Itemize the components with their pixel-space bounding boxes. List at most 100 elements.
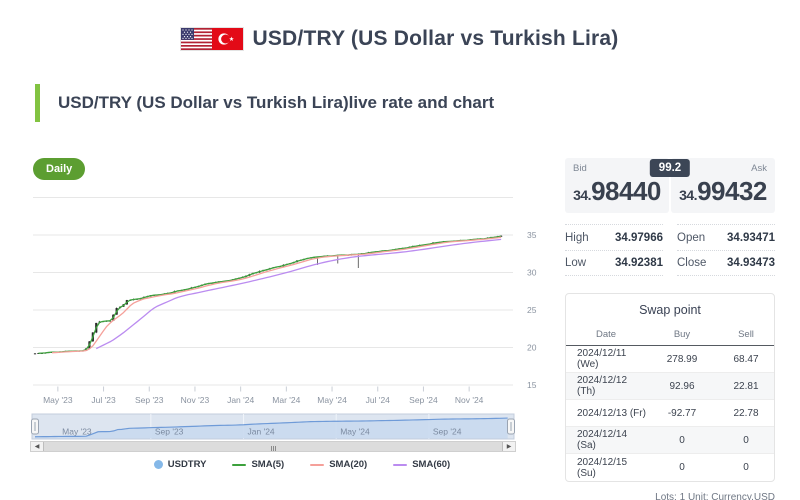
swap-sell: 22.78	[733, 407, 759, 419]
svg-text:Sep '24: Sep '24	[433, 427, 462, 437]
legend-item-usdtry[interactable]: USDTRY	[153, 459, 207, 470]
legend-item-sma5[interactable]: SMA(5)	[232, 459, 284, 470]
low-value: 34.92381	[615, 257, 663, 269]
swap-date: 2024/12/15 (Su)	[577, 456, 628, 479]
range-navigator[interactable]: May '23 Sep '23 Jan '24 May '24 Sep '24	[30, 413, 516, 440]
svg-text:Jan '24: Jan '24	[248, 427, 275, 437]
flag-pair	[181, 28, 244, 50]
swap-sell: 0	[743, 462, 749, 473]
svg-text:May '24: May '24	[317, 395, 347, 405]
swap-table-body: 2024/12/11 (We) 278.99 68.47 2024/12/12 …	[566, 346, 774, 481]
main-content: Daily 35 30 25 20 15 May '23 Jul '23 Sep '23 Nov…	[30, 158, 800, 500]
scroll-left-arrow-icon[interactable]: ◀	[31, 442, 43, 451]
close-value: 34.93473	[727, 257, 775, 269]
accent-bar	[35, 84, 40, 122]
swap-title: Swap point	[639, 303, 701, 317]
spread-badge: 99.2	[649, 159, 691, 177]
page-title: USD/TRY (US Dollar vs Turkish Lira)	[252, 27, 619, 50]
swap-sell: 68.47	[733, 353, 759, 365]
section-title: USD/TRY (US Dollar vs Turkish Lira)live …	[58, 93, 495, 112]
svg-text:Jul '24: Jul '24	[366, 395, 391, 405]
swap-header-row: Date Buy Sell	[566, 324, 774, 346]
legend-label: SMA(20)	[329, 459, 368, 470]
svg-text:30: 30	[527, 268, 537, 278]
low-row: Low 34.92381	[565, 250, 663, 276]
price-chart[interactable]: 35 30 25 20 15 May '23 Jul '23 Sep '23 Nov '23 Ja…	[30, 193, 550, 408]
swap-col-date: Date	[595, 329, 617, 340]
quote-panel: Bid 34.98440 Ask 34.99432 99.2 High 34.9…	[565, 158, 775, 500]
series-dot-icon	[153, 460, 163, 469]
series-line-icon	[232, 463, 247, 466]
swap-buy: 278.99	[666, 353, 698, 365]
svg-text:Jan '24: Jan '24	[227, 395, 254, 405]
close-row: Close 34.93473	[677, 250, 775, 276]
svg-text:Jul '23: Jul '23	[91, 395, 116, 405]
open-value: 34.93471	[727, 231, 775, 244]
swap-col-sell: Sell	[738, 329, 754, 340]
navigator-handle[interactable]	[31, 418, 39, 435]
swap-date: 2024/12/12 (Th)	[577, 375, 628, 397]
svg-text:Sep '23: Sep '23	[155, 427, 184, 437]
legend-item-sma60[interactable]: SMA(60)	[393, 459, 450, 470]
table-row: 2024/12/12 (Th) 92.96 22.81	[566, 373, 774, 400]
high-row: High 34.97966	[565, 224, 663, 250]
scroll-right-arrow-icon[interactable]: ▶	[503, 442, 515, 451]
low-label: Low	[565, 257, 587, 269]
svg-text:Nov '23: Nov '23	[181, 395, 210, 405]
table-row: 2024/12/13 (Fr) -92.77 22.78	[566, 400, 774, 427]
swap-sell: 22.81	[733, 380, 759, 392]
svg-text:Nov '24: Nov '24	[455, 395, 484, 405]
ask-price: 34.99432	[679, 176, 767, 206]
swap-sell: 0	[743, 434, 749, 446]
svg-text:May '23: May '23	[43, 395, 73, 405]
svg-text:May '23: May '23	[62, 427, 92, 437]
open-label: Open	[677, 231, 706, 244]
svg-text:Sep '23: Sep '23	[135, 395, 164, 405]
svg-text:Sep '24: Sep '24	[409, 395, 438, 405]
legend-label: SMA(5)	[251, 459, 285, 470]
ask-label: Ask	[751, 163, 767, 174]
high-low-group: High 34.97966 Low 34.92381	[565, 224, 663, 276]
high-label: High	[565, 231, 589, 244]
open-close-group: Open 34.93471 Close 34.93473	[677, 224, 775, 276]
series-line-icon	[310, 463, 325, 466]
svg-text:25: 25	[527, 305, 537, 315]
swap-date: 2024/12/13 (Fr)	[577, 407, 646, 419]
legend-label: USDTRY	[167, 459, 207, 470]
chart-scrollbar[interactable]: ◀ ▶	[30, 441, 516, 452]
us-flag-icon	[181, 28, 213, 50]
swap-date: 2024/12/11 (We)	[577, 348, 627, 370]
page-header: USD/TRY (US Dollar vs Turkish Lira)	[0, 0, 800, 51]
legend-item-sma20[interactable]: SMA(20)	[310, 459, 367, 470]
bid-price: 34.98440	[573, 176, 661, 206]
lots-note: Lots: 1 Unit: Currency.USD	[655, 492, 775, 500]
series-line-icon	[393, 463, 408, 466]
swap-point-card: Swap point Date Buy Sell 2024/12/11 (We)…	[565, 293, 775, 482]
table-row: 2024/12/11 (We) 278.99 68.47	[566, 346, 774, 373]
ohlc-box: High 34.97966 Low 34.92381 Open 34.93471…	[565, 224, 775, 276]
chart-panel: Daily 35 30 25 20 15 May '23 Jul '23 Sep '23 Nov…	[30, 158, 550, 500]
high-value: 34.97966	[615, 231, 663, 244]
interval-daily-button[interactable]: Daily	[33, 158, 86, 180]
bid-ask-box: Bid 34.98440 Ask 34.99432 99.2	[565, 158, 775, 213]
svg-text:15: 15	[527, 380, 537, 390]
bid-label: Bid	[573, 163, 587, 174]
open-row: Open 34.93471	[677, 224, 775, 250]
legend-label: SMA(60)	[412, 459, 451, 470]
svg-text:35: 35	[527, 230, 537, 240]
swap-date: 2024/12/14 (Sa)	[577, 429, 628, 451]
svg-text:20: 20	[527, 343, 537, 353]
swap-buy: 0	[679, 434, 685, 446]
swap-buy: 92.96	[669, 380, 695, 392]
section-heading: USD/TRY (US Dollar vs Turkish Lira)live …	[35, 84, 800, 122]
svg-text:Mar '24: Mar '24	[272, 395, 300, 405]
chart-legend: USDTRY SMA(5) SMA(20) SMA(60)	[30, 459, 550, 470]
scrollbar-thumb[interactable]	[43, 442, 503, 451]
table-row: 2024/12/15 (Su) 0 0	[566, 454, 774, 481]
navigator-handle[interactable]	[507, 418, 515, 435]
turkey-flag-icon	[212, 28, 244, 50]
swap-buy: -92.77	[667, 407, 697, 419]
close-label: Close	[677, 257, 707, 269]
swap-buy: 0	[679, 462, 685, 473]
